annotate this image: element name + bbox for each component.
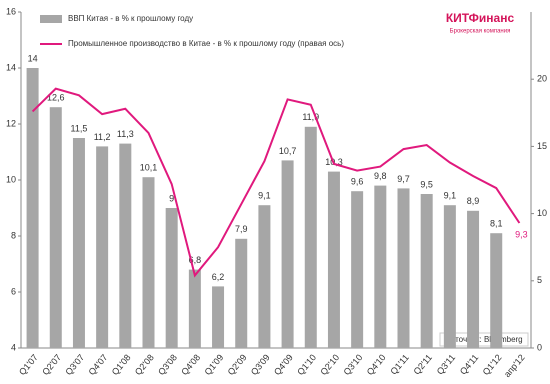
y-tick-label: 8 bbox=[11, 230, 16, 240]
bar bbox=[397, 188, 410, 348]
bar-label: 10,7 bbox=[279, 146, 297, 156]
bar-label: 14 bbox=[28, 53, 38, 63]
bar bbox=[26, 68, 39, 348]
y2-tick-label: 15 bbox=[537, 141, 547, 151]
logo-tagline: Брокерская компания bbox=[450, 29, 511, 35]
bar bbox=[281, 160, 294, 348]
bar-label: 9,1 bbox=[444, 191, 457, 201]
bar-label: 11,3 bbox=[117, 129, 134, 139]
bar bbox=[188, 269, 201, 348]
bar-label: 8,9 bbox=[467, 196, 480, 206]
bar bbox=[119, 143, 132, 348]
bar bbox=[374, 185, 387, 348]
y-tick-label: 12 bbox=[6, 118, 16, 128]
bar-label: 12,6 bbox=[47, 93, 65, 103]
line-label: 9,3 bbox=[515, 229, 528, 239]
y2-tick-label: 0 bbox=[537, 342, 542, 352]
logo: КИТФинанс bbox=[446, 11, 515, 25]
bar bbox=[165, 208, 178, 348]
bar bbox=[443, 205, 456, 348]
bar bbox=[49, 107, 62, 348]
bar bbox=[258, 205, 271, 348]
y-tick-label: 4 bbox=[11, 342, 16, 352]
bar bbox=[304, 126, 317, 348]
bar-label: 11,5 bbox=[71, 123, 88, 133]
bar-label: 6,8 bbox=[189, 255, 202, 265]
legend-swatch bbox=[40, 15, 62, 23]
bar bbox=[467, 210, 480, 348]
y2-tick-label: 20 bbox=[537, 74, 547, 84]
y-tick-label: 14 bbox=[6, 62, 16, 72]
bar-label: 9 bbox=[169, 193, 174, 203]
source: Источник: Bloomberg bbox=[445, 335, 522, 344]
y2-tick-label: 10 bbox=[537, 208, 547, 218]
y-tick-label: 10 bbox=[6, 174, 16, 184]
line bbox=[31, 87, 521, 278]
bar bbox=[420, 194, 433, 348]
bar-label: 11,9 bbox=[302, 112, 319, 122]
bar bbox=[235, 238, 248, 348]
bar-label: 9,6 bbox=[351, 177, 364, 187]
bar-label: 9,5 bbox=[420, 179, 433, 189]
bar-label: 9,8 bbox=[374, 171, 387, 181]
bar-label: 9,1 bbox=[258, 191, 271, 201]
bar bbox=[351, 191, 364, 348]
bar-label: 8,1 bbox=[490, 219, 503, 229]
legend-label: ВВП Китая - в % к прошлому году bbox=[68, 14, 193, 23]
bar bbox=[72, 138, 85, 348]
bar-label: 10,1 bbox=[140, 163, 158, 173]
bar-label: 6,2 bbox=[212, 272, 225, 282]
bar bbox=[96, 146, 109, 348]
bar bbox=[142, 177, 155, 348]
bar bbox=[212, 286, 225, 348]
y-tick-label: 6 bbox=[11, 286, 16, 296]
legend-label: Промышленное производство в Китае - в % … bbox=[68, 39, 344, 48]
bar-label: 9,7 bbox=[397, 174, 410, 184]
bar-label: 11,2 bbox=[94, 132, 111, 142]
y2-tick-label: 5 bbox=[537, 275, 542, 285]
bar-label: 7,9 bbox=[235, 224, 248, 234]
bar bbox=[490, 233, 503, 348]
source-box bbox=[439, 332, 529, 347]
bar bbox=[327, 171, 340, 348]
y-tick-label: 16 bbox=[6, 6, 16, 16]
